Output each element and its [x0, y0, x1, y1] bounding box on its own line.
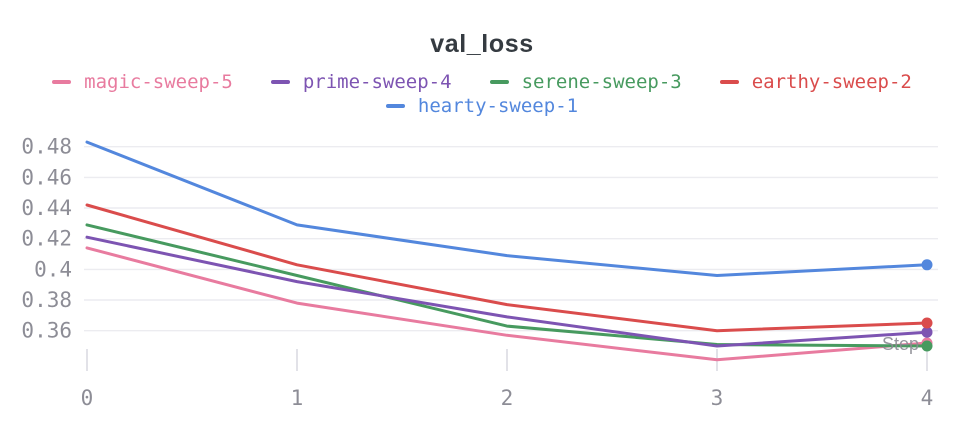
- series-line-earthy-sweep-2[interactable]: [85, 203, 929, 333]
- legend-item-prime-sweep-4[interactable]: prime-sweep-4: [270, 70, 452, 94]
- x-axis-tick-label: 4: [921, 386, 934, 410]
- chart-legend: magic-sweep-5 prime-sweep-4 serene-sweep-3…: [10, 70, 954, 118]
- y-axis-tick-label: 0.48: [21, 135, 72, 159]
- legend-line-icon: [489, 80, 509, 84]
- y-axis-tick-label: 0.4: [34, 257, 72, 281]
- series-line-prime-sweep-4[interactable]: [85, 235, 929, 348]
- x-axis-tick-label: 3: [711, 386, 724, 410]
- chart-title: val_loss: [430, 30, 534, 58]
- series-line-magic-sweep-5[interactable]: [85, 246, 929, 362]
- legend-line-icon: [719, 80, 739, 84]
- x-axis-tick-label: 1: [291, 386, 304, 410]
- legend-label: hearty-sweep-1: [417, 95, 579, 117]
- x-axis-tick-label: 2: [501, 386, 514, 410]
- series-line-serene-sweep-3[interactable]: [85, 223, 929, 348]
- legend-item-serene-sweep-3[interactable]: serene-sweep-3: [489, 70, 682, 94]
- series-endpoint-prime-sweep-4: [921, 326, 933, 338]
- legend-label: prime-sweep-4: [302, 71, 452, 93]
- series-endpoint-serene-sweep-3: [921, 340, 933, 352]
- series-line-hearty-sweep-1[interactable]: [85, 140, 929, 277]
- y-axis-tick-label: 0.36: [21, 319, 72, 343]
- legend-item-hearty-sweep-1[interactable]: hearty-sweep-1: [385, 94, 579, 118]
- legend-item-magic-sweep-5[interactable]: magic-sweep-5: [52, 70, 233, 94]
- y-axis-tick-label: 0.46: [21, 165, 72, 189]
- x-axis-title: Step: [882, 334, 919, 354]
- legend-label: earthy-sweep-2: [751, 71, 912, 93]
- y-axis-tick-label: 0.38: [21, 288, 72, 312]
- series-endpoint-earthy-sweep-2: [921, 317, 933, 329]
- legend-line-icon: [52, 80, 72, 84]
- legend-line-icon: [270, 80, 290, 84]
- y-axis-tick-label: 0.44: [21, 196, 72, 220]
- legend-label: magic-sweep-5: [84, 71, 233, 93]
- x-axis-tick-label: 0: [81, 386, 94, 410]
- legend-label: serene-sweep-3: [521, 71, 682, 93]
- legend-line-icon: [385, 104, 405, 108]
- y-axis-tick-label: 0.42: [21, 227, 72, 251]
- series-endpoint-hearty-sweep-1: [921, 259, 933, 271]
- legend-item-earthy-sweep-2[interactable]: earthy-sweep-2: [719, 70, 912, 94]
